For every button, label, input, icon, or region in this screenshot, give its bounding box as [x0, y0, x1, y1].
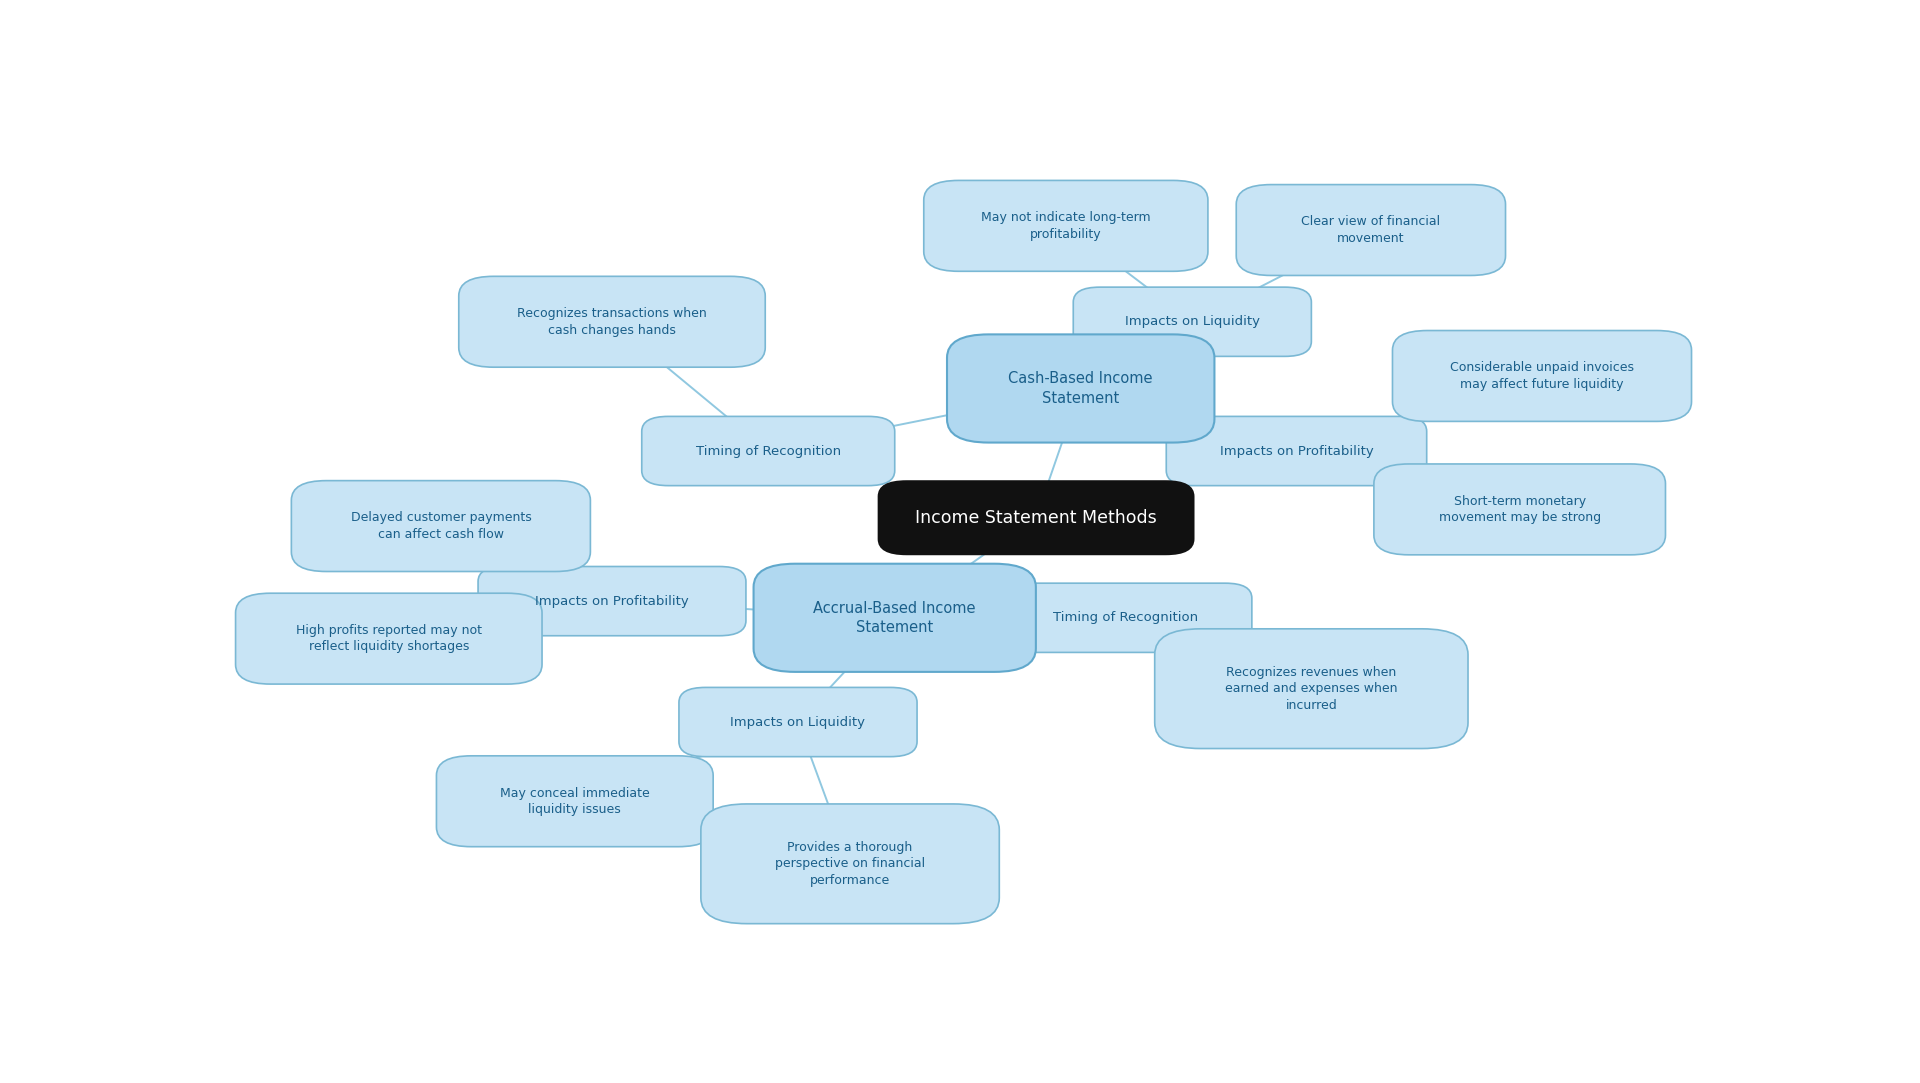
- Text: Timing of Recognition: Timing of Recognition: [1052, 611, 1198, 624]
- FancyBboxPatch shape: [1154, 629, 1469, 748]
- Text: May conceal immediate
liquidity issues: May conceal immediate liquidity issues: [499, 786, 649, 815]
- Text: Impacts on Liquidity: Impacts on Liquidity: [730, 716, 866, 729]
- Text: Accrual-Based Income
Statement: Accrual-Based Income Statement: [814, 601, 975, 635]
- Text: Clear view of financial
movement: Clear view of financial movement: [1302, 216, 1440, 245]
- FancyBboxPatch shape: [1165, 416, 1427, 485]
- FancyBboxPatch shape: [236, 593, 541, 684]
- FancyBboxPatch shape: [924, 181, 1208, 272]
- FancyBboxPatch shape: [877, 480, 1194, 556]
- Text: Recognizes transactions when
cash changes hands: Recognizes transactions when cash change…: [516, 306, 707, 337]
- FancyBboxPatch shape: [753, 564, 1037, 671]
- FancyBboxPatch shape: [459, 276, 766, 367]
- Text: Delayed customer payments
can affect cash flow: Delayed customer payments can affect cas…: [351, 511, 532, 540]
- FancyBboxPatch shape: [641, 416, 895, 485]
- Text: Provides a thorough
perspective on financial
performance: Provides a thorough perspective on finan…: [776, 840, 925, 887]
- FancyBboxPatch shape: [998, 583, 1252, 652]
- FancyBboxPatch shape: [436, 756, 712, 847]
- FancyBboxPatch shape: [1236, 184, 1505, 275]
- FancyBboxPatch shape: [478, 566, 747, 636]
- FancyBboxPatch shape: [1375, 464, 1665, 554]
- Text: Impacts on Profitability: Impacts on Profitability: [1219, 444, 1373, 457]
- Text: Impacts on Profitability: Impacts on Profitability: [536, 595, 689, 608]
- Text: May not indicate long-term
profitability: May not indicate long-term profitability: [981, 211, 1150, 240]
- Text: Income Statement Methods: Income Statement Methods: [916, 509, 1158, 526]
- FancyBboxPatch shape: [1392, 330, 1692, 421]
- Text: Recognizes revenues when
earned and expenses when
incurred: Recognizes revenues when earned and expe…: [1225, 666, 1398, 712]
- FancyBboxPatch shape: [680, 688, 918, 757]
- Text: High profits reported may not
reflect liquidity shortages: High profits reported may not reflect li…: [296, 624, 482, 653]
- FancyBboxPatch shape: [947, 335, 1215, 443]
- Text: Cash-Based Income
Statement: Cash-Based Income Statement: [1008, 371, 1154, 405]
- FancyBboxPatch shape: [1073, 287, 1311, 356]
- Text: Short-term monetary
movement may be strong: Short-term monetary movement may be stro…: [1438, 495, 1601, 524]
- FancyBboxPatch shape: [292, 481, 589, 572]
- FancyBboxPatch shape: [701, 804, 998, 924]
- Text: Considerable unpaid invoices
may affect future liquidity: Considerable unpaid invoices may affect …: [1450, 362, 1634, 391]
- Text: Timing of Recognition: Timing of Recognition: [695, 444, 841, 457]
- Text: Impacts on Liquidity: Impacts on Liquidity: [1125, 315, 1260, 328]
